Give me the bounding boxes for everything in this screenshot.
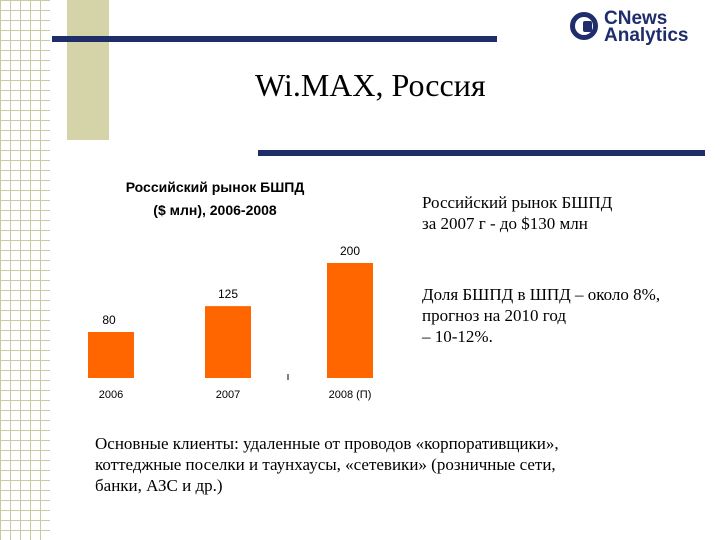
main-clients-line3: банки, АЗС и др.) xyxy=(95,476,223,495)
logo-line2: Analytics xyxy=(604,25,689,46)
decorative-rule-top xyxy=(52,36,497,42)
decorative-olive-block xyxy=(67,0,109,140)
data-label-2006: 80 xyxy=(102,313,116,327)
logo-mark-icon xyxy=(570,12,598,40)
share-forecast-text: Доля БШПД в ШПД – около 8%, прогноз на 2… xyxy=(422,284,714,347)
x-tick-label-2008 (П): 2008 (П) xyxy=(329,389,372,401)
market-size-line1: Российский рынок БШПД xyxy=(422,193,613,212)
bar-chart: Российский рынок БШПД ($ млн), 2006-2008… xyxy=(88,179,373,401)
bar-2006 xyxy=(88,332,134,378)
data-label-2008 (П): 200 xyxy=(340,244,360,258)
cnews-analytics-logo: CNews Analytics xyxy=(568,8,708,50)
share-forecast-line2: прогноз на 2010 год xyxy=(422,306,566,325)
slide-title: Wi.MAX, Россия xyxy=(255,67,486,103)
main-clients-text: Основные клиенты: удаленные от проводов … xyxy=(95,433,695,496)
share-forecast-line1: Доля БШПД в ШПД – около 8%, xyxy=(422,285,661,304)
chart-title-line2: ($ млн), 2006-2008 xyxy=(153,202,277,218)
chart-title-line1: Российский рынок БШПД xyxy=(126,179,305,195)
logo-line1: CNews xyxy=(604,8,668,29)
x-tick-label-2006: 2006 xyxy=(99,389,123,401)
main-clients-line2: коттеджные поселки и таунхаусы, «сетевик… xyxy=(95,455,556,474)
decorative-rule-bottom xyxy=(258,150,705,156)
share-forecast-line3: – 10-12%. xyxy=(422,327,493,346)
logo-text: CNews Analytics xyxy=(604,8,689,46)
x-tick-label-2007: 2007 xyxy=(216,389,240,401)
market-size-line2: за 2007 г - до $130 млн xyxy=(422,214,588,233)
bar-2007 xyxy=(205,306,251,378)
decorative-grid-strip xyxy=(0,0,50,540)
main-clients-line1: Основные клиенты: удаленные от проводов … xyxy=(95,434,559,453)
data-label-2007: 125 xyxy=(218,287,238,301)
bar-2008 (П) xyxy=(327,263,373,378)
market-size-text: Российский рынок БШПД за 2007 г - до $13… xyxy=(422,192,692,234)
